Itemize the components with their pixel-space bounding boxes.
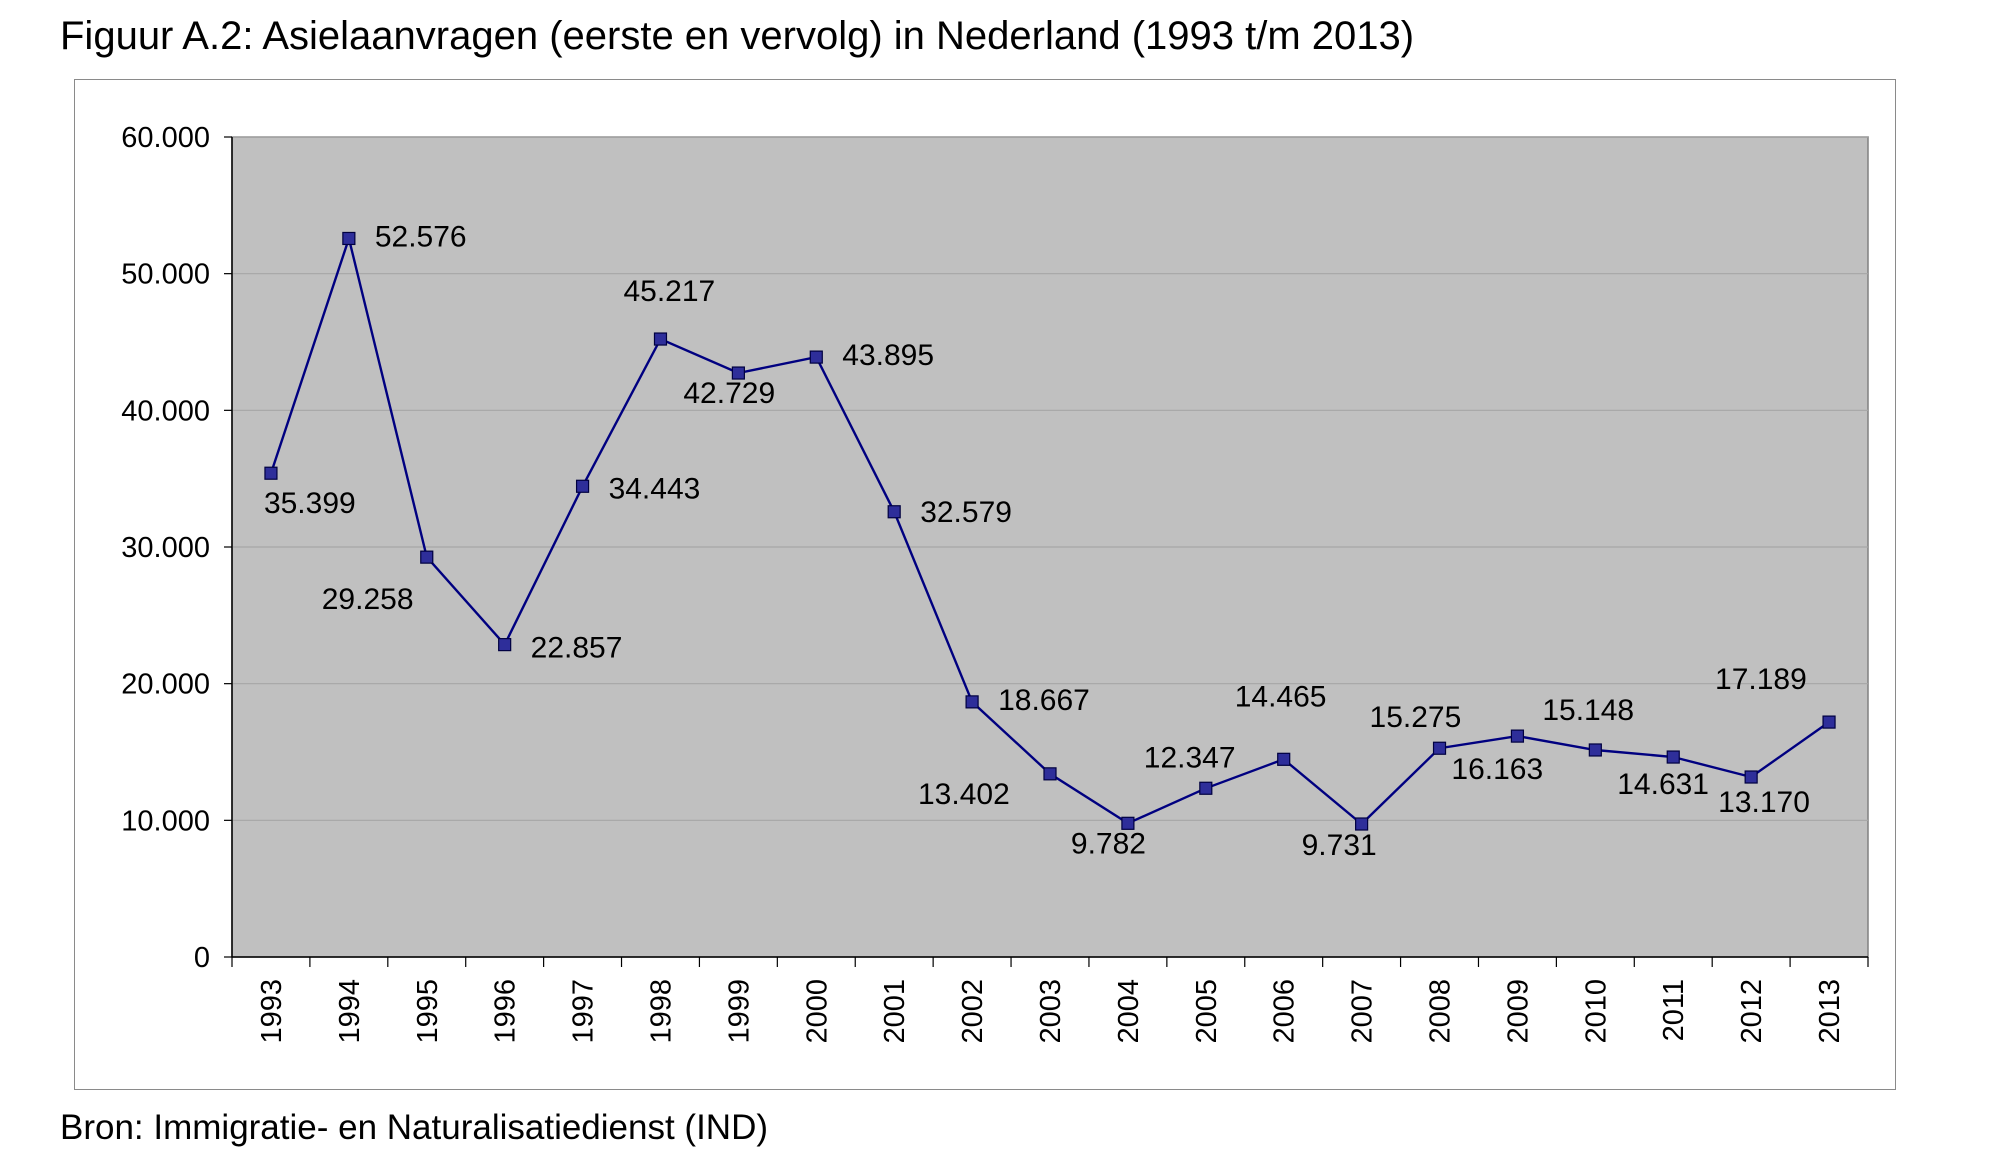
data-point xyxy=(1199,781,1213,795)
y-tick-label: 60.000 xyxy=(121,122,210,154)
data-point xyxy=(1432,741,1447,755)
y-tick-label: 10.000 xyxy=(121,805,210,837)
x-tick-label: 2001 xyxy=(879,979,911,1044)
data-point xyxy=(809,350,823,364)
data-point xyxy=(731,366,745,380)
data-point xyxy=(1277,752,1291,766)
x-tick-label: 1997 xyxy=(568,979,600,1044)
data-label: 52.576 xyxy=(375,220,467,253)
x-tick-label: 1993 xyxy=(256,979,288,1044)
y-tick-label: 20.000 xyxy=(121,669,210,701)
data-point xyxy=(498,638,512,652)
x-tick-label: 2011 xyxy=(1658,979,1690,1041)
x-tick-label: 1994 xyxy=(334,979,366,1044)
data-point xyxy=(1121,816,1135,830)
x-tick-label: 2002 xyxy=(957,979,989,1044)
data-label: 15.275 xyxy=(1370,701,1462,734)
data-point xyxy=(575,479,590,493)
source-note: Bron: Immigratie- en Naturalisatiedienst… xyxy=(60,1108,769,1147)
y-tick-label: 30.000 xyxy=(121,532,210,564)
x-tick-label: 2007 xyxy=(1347,979,1379,1044)
data-point xyxy=(264,466,278,480)
y-tick-label: 40.000 xyxy=(121,395,210,427)
data-label: 32.579 xyxy=(920,496,1012,529)
data-label: 15.148 xyxy=(1542,694,1634,727)
x-tick-label: 1996 xyxy=(490,979,522,1044)
x-tick-label: 2008 xyxy=(1425,979,1457,1044)
data-point xyxy=(1588,743,1602,757)
data-label: 16.163 xyxy=(1451,753,1543,786)
data-point xyxy=(1043,767,1057,781)
x-tick-label: 2009 xyxy=(1502,979,1534,1044)
data-label: 9.782 xyxy=(1071,827,1146,860)
y-tick-label: 0 xyxy=(194,942,210,974)
x-tick-label: 2005 xyxy=(1191,979,1223,1044)
data-label: 45.217 xyxy=(623,275,715,308)
data-point xyxy=(653,332,668,346)
x-tick-label: 2004 xyxy=(1113,979,1145,1044)
data-label: 17.189 xyxy=(1715,663,1807,696)
y-tick-label: 50.000 xyxy=(121,259,210,291)
data-point xyxy=(420,550,434,564)
data-point xyxy=(965,695,979,709)
x-tick-label: 2012 xyxy=(1736,979,1768,1044)
x-tick-label: 1999 xyxy=(723,979,755,1044)
data-label: 22.857 xyxy=(531,632,623,665)
data-label: 29.258 xyxy=(322,583,414,616)
data-label: 18.667 xyxy=(998,684,1090,717)
data-point xyxy=(887,505,901,519)
data-point xyxy=(342,231,356,246)
data-point xyxy=(1355,817,1369,831)
data-label: 9.731 xyxy=(1302,829,1377,862)
data-point xyxy=(1744,770,1758,784)
chart-title: Figuur A.2: Asielaanvragen (eerste en ve… xyxy=(60,14,1415,58)
data-label: 13.402 xyxy=(918,778,1010,811)
data-label: 12.347 xyxy=(1144,741,1236,774)
data-label: 34.443 xyxy=(609,472,701,505)
data-label: 35.399 xyxy=(264,487,356,520)
data-label: 13.170 xyxy=(1718,786,1810,819)
data-point xyxy=(1510,729,1525,743)
data-label: 42.729 xyxy=(683,377,775,410)
x-tick-label: 2010 xyxy=(1580,979,1612,1044)
x-tick-label: 2013 xyxy=(1814,979,1846,1044)
data-point xyxy=(1822,715,1836,729)
data-label: 43.895 xyxy=(842,339,934,372)
data-point xyxy=(1666,750,1680,764)
data-label: 14.465 xyxy=(1235,680,1327,713)
x-tick-label: 2006 xyxy=(1269,979,1301,1044)
x-tick-label: 1995 xyxy=(412,979,444,1044)
data-label: 14.631 xyxy=(1617,768,1709,801)
x-tick-label: 2000 xyxy=(801,979,833,1044)
x-tick-label: 2003 xyxy=(1035,979,1067,1044)
x-tick-label: 1998 xyxy=(645,979,677,1044)
